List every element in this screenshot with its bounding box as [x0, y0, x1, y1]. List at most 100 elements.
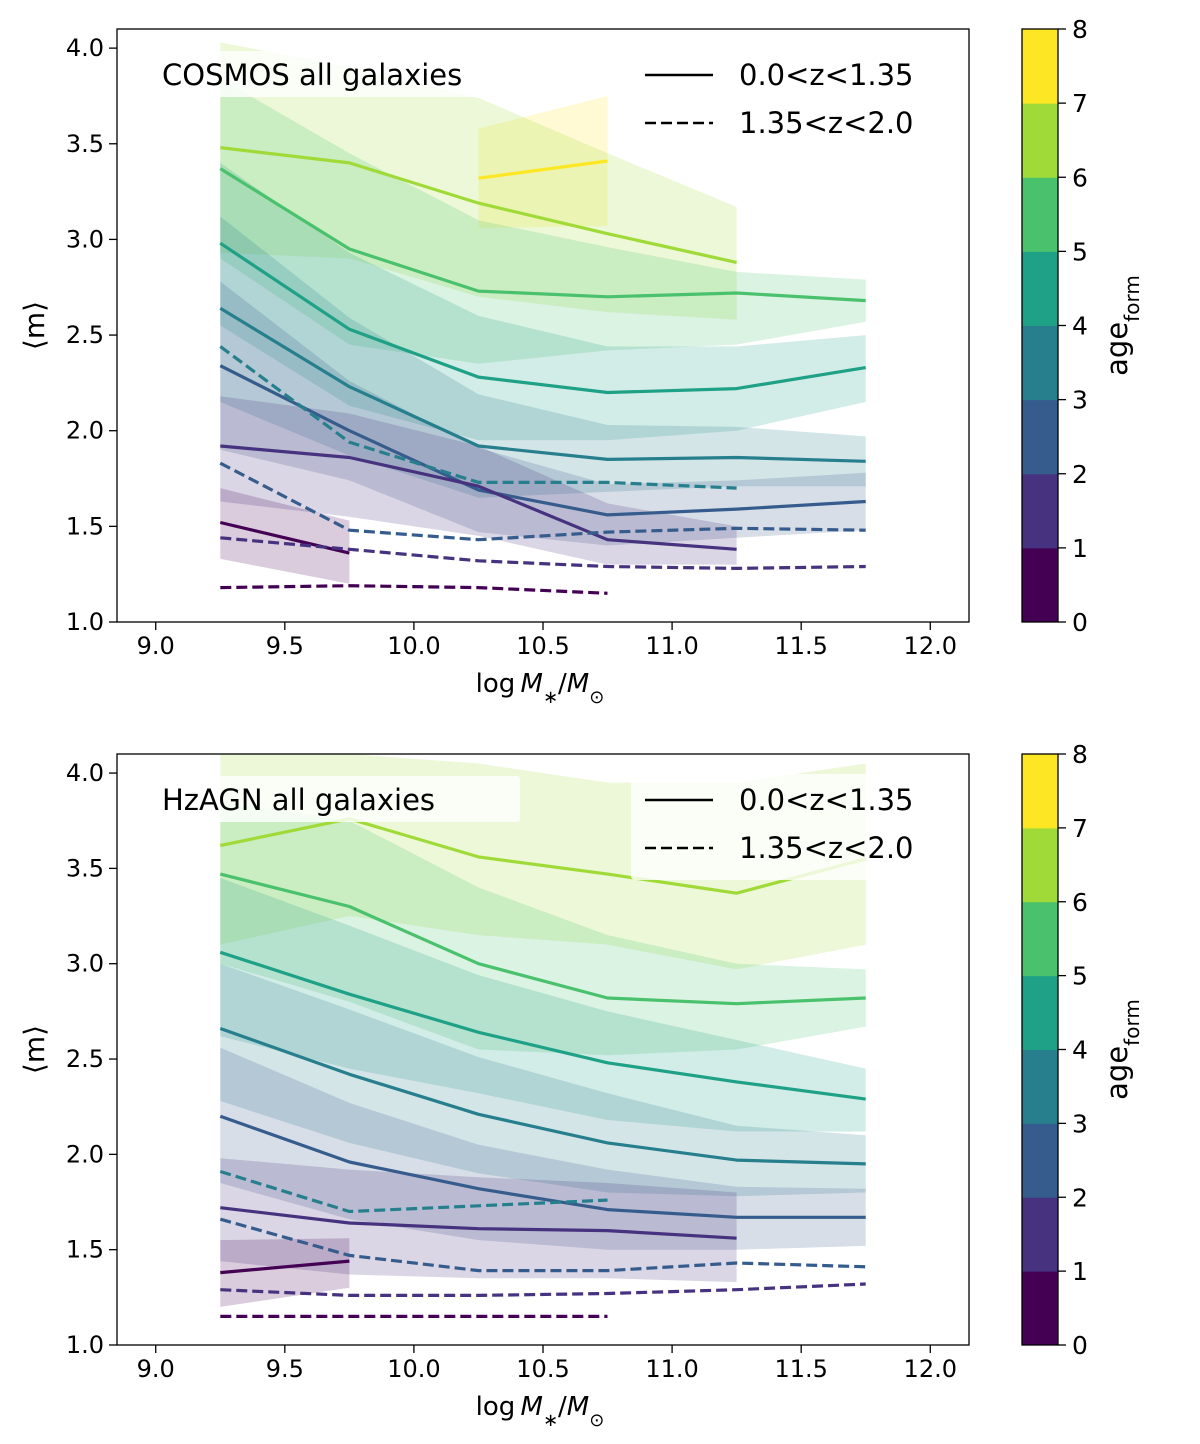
x-axis-label-part: /	[558, 669, 567, 699]
colorbar-segment	[1022, 251, 1058, 326]
colorbar-segment	[1022, 399, 1058, 475]
colorbar-segment	[1022, 1271, 1058, 1346]
colorbar-segment	[1022, 754, 1058, 829]
series-line-age-1.5-solid	[220, 444, 737, 551]
x-tick-label: 10.5	[516, 1355, 569, 1383]
x-tick-label: 9.5	[266, 632, 304, 660]
y-tick-label: 4.0	[66, 34, 104, 62]
colorbar-tick-label: 4	[1072, 1036, 1088, 1065]
x-tick-label: 9.0	[137, 1355, 175, 1383]
colorbar-segment	[1022, 1197, 1058, 1272]
x-tick-label: 11.5	[774, 1355, 827, 1383]
band-age-5.5-solid	[220, 801, 866, 1056]
x-tick-label: 10.0	[387, 632, 440, 660]
colorbar-segment	[1022, 547, 1058, 623]
band-age-2.5-solid	[220, 281, 866, 546]
x-axis-label-part: log	[476, 1392, 516, 1422]
colorbar-segment	[1022, 473, 1058, 549]
series-line-age-0.5-solid	[219, 520, 350, 555]
colorbar-segment	[1022, 1049, 1058, 1124]
y-tick-label: 4.0	[66, 759, 104, 787]
colorbar-tick-label: 7	[1072, 89, 1088, 118]
legend-label: 0.0<z<1.35	[739, 783, 914, 817]
x-axis-label-part: log	[476, 669, 516, 699]
colorbar-segment	[1022, 827, 1058, 903]
y-tick-label: 1.5	[66, 512, 104, 540]
x-tick-label: 11.5	[774, 632, 827, 660]
colorbar-tick-label: 5	[1072, 962, 1088, 991]
y-tick-label: 1.5	[66, 1236, 104, 1264]
x-axis-label-part: M	[567, 1392, 589, 1422]
y-tick-label: 2.5	[66, 1045, 104, 1073]
colorbar-tick-label: 4	[1072, 312, 1088, 341]
colorbar-tick-label: 5	[1072, 237, 1088, 266]
y-axis-label: ⟨m⟩	[18, 301, 51, 350]
colorbar-tick-label: 2	[1072, 1183, 1088, 1212]
y-tick-label: 1.0	[66, 1331, 104, 1359]
band-age-3.5-solid	[220, 216, 866, 498]
series-line-age-6.5-solid	[219, 817, 867, 895]
plot-area	[219, 42, 866, 595]
legend-label: 1.35<z<2.0	[739, 106, 914, 140]
colorbar-label: ageform	[1100, 999, 1144, 1100]
colorbar-tick-label: 8	[1072, 740, 1088, 769]
x-axis-label-part: ∗	[543, 687, 558, 708]
colorbar-tick-label: 2	[1072, 460, 1088, 489]
x-axis-label-part: M	[521, 1392, 543, 1422]
colorbar-label: ageform	[1100, 275, 1144, 376]
x-axis-label: log M∗/M⊙	[476, 669, 605, 708]
colorbar-tick-label: 7	[1072, 814, 1088, 843]
colorbar-segment	[1022, 29, 1058, 104]
x-tick-label: 12.0	[904, 1355, 957, 1383]
colorbar-label-main: age	[1100, 1046, 1134, 1100]
y-tick-label: 2.0	[66, 1140, 104, 1168]
colorbar-segment	[1022, 975, 1058, 1050]
y-tick-label: 3.0	[66, 950, 104, 978]
x-tick-label: 9.5	[266, 1355, 304, 1383]
y-tick-label: 3.5	[66, 854, 104, 882]
colorbar-segment	[1022, 103, 1058, 178]
colorbar-segment	[1022, 901, 1058, 977]
colorbar-tick-label: 6	[1072, 163, 1088, 192]
colorbar-tick-label: 1	[1072, 1257, 1088, 1286]
colorbar-tick-label: 3	[1072, 386, 1088, 415]
series-line-age-5.5-solid	[219, 872, 866, 1006]
band-age-1.5-solid	[220, 396, 737, 565]
legend-label: 1.35<z<2.0	[739, 831, 914, 865]
band-age-4.5-solid	[220, 877, 866, 1132]
series-line-age-4.5-solid	[219, 950, 866, 1101]
x-tick-label: 11.0	[645, 632, 698, 660]
x-axis-label-part: M	[521, 669, 543, 699]
series-line-age-0.5-solid	[220, 1259, 350, 1275]
x-tick-label: 10.0	[387, 1355, 440, 1383]
series-line-age-2.5-solid	[219, 364, 866, 517]
panel-title: HzAGN all galaxies	[162, 783, 435, 817]
title-box	[155, 51, 520, 97]
title-box	[155, 776, 520, 822]
colorbar-tick-label: 6	[1072, 888, 1088, 917]
y-tick-label: 2.0	[66, 417, 104, 445]
band-age-0.5-solid	[220, 488, 350, 584]
x-axis-label-part: /	[558, 1392, 567, 1422]
x-tick-label: 12.0	[904, 632, 957, 660]
band-age-2.5-solid	[220, 1047, 866, 1250]
panel-2: 9.0 9.5 10.0 10.5 11.0 11.5 12.0 1.0 1.5 2.0 2.5 3.…	[18, 740, 1144, 1431]
series-line-age-1.5-dashed	[220, 1282, 866, 1298]
colorbar-label-main: age	[1100, 322, 1134, 376]
x-tick-label: 10.5	[516, 632, 569, 660]
series-line-age-2.5-dashed	[219, 1217, 866, 1273]
y-axis-label: ⟨m⟩	[18, 1025, 51, 1074]
series-line-age-4.5-solid	[219, 241, 866, 395]
series-line-age-2.5-solid	[219, 1114, 866, 1219]
y-tick-label: 2.5	[66, 321, 104, 349]
series-line-age-2.5-dashed	[219, 461, 866, 542]
x-axis-label-part: ⊙	[589, 687, 604, 708]
band-age-1.5-solid	[220, 1158, 737, 1283]
series-line-age-3.5-solid	[219, 306, 866, 463]
series-line-age-5.5-solid	[219, 167, 866, 303]
series-line-age-3.5-dashed	[219, 345, 737, 490]
colorbar-tick-label: 1	[1072, 534, 1088, 563]
colorbar-segment	[1022, 1123, 1058, 1198]
colorbar-segment	[1022, 177, 1058, 252]
